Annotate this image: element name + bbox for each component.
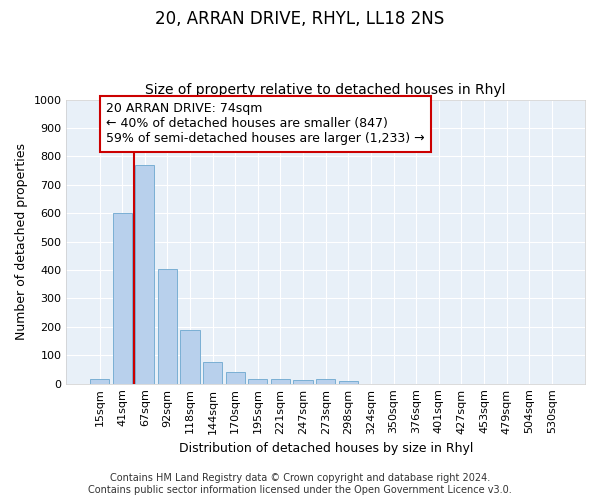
Text: 20 ARRAN DRIVE: 74sqm
← 40% of detached houses are smaller (847)
59% of semi-det: 20 ARRAN DRIVE: 74sqm ← 40% of detached … <box>106 102 425 146</box>
Bar <box>113 213 132 384</box>
Bar <box>181 330 200 384</box>
Bar <box>158 268 177 384</box>
X-axis label: Distribution of detached houses by size in Rhyl: Distribution of detached houses by size … <box>179 442 473 455</box>
Y-axis label: Number of detached properties: Number of detached properties <box>15 143 28 340</box>
Title: Size of property relative to detached houses in Rhyl: Size of property relative to detached ho… <box>145 83 506 97</box>
Text: Contains HM Land Registry data © Crown copyright and database right 2024.
Contai: Contains HM Land Registry data © Crown c… <box>88 474 512 495</box>
Bar <box>316 380 335 384</box>
Bar <box>203 362 222 384</box>
Bar <box>339 382 358 384</box>
Bar <box>293 380 313 384</box>
Bar <box>90 380 109 384</box>
Bar <box>271 380 290 384</box>
Text: 20, ARRAN DRIVE, RHYL, LL18 2NS: 20, ARRAN DRIVE, RHYL, LL18 2NS <box>155 10 445 28</box>
Bar <box>248 378 268 384</box>
Bar <box>226 372 245 384</box>
Bar <box>135 165 154 384</box>
